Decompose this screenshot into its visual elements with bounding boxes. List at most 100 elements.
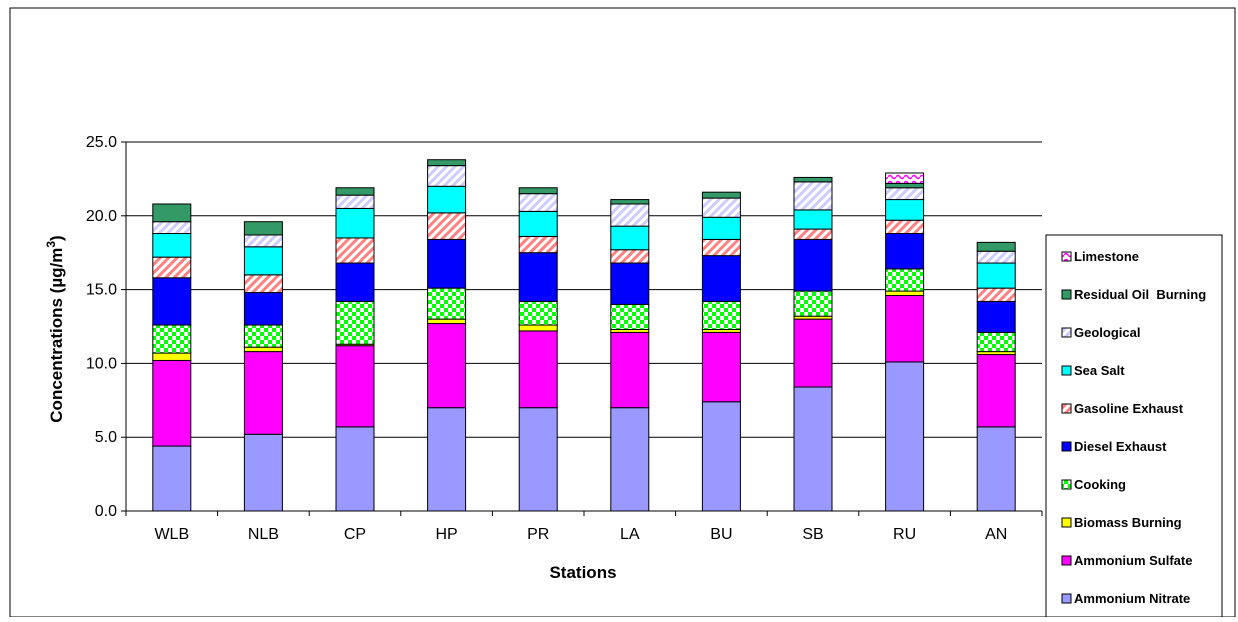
bar-segment: [427, 185, 467, 214]
x-tick-label: RU: [893, 526, 916, 543]
legend-label: Residual Oil Burning: [1074, 287, 1206, 302]
axes: 0.0 5.0 10.0 15.0 20.0 25.0 WLB NLB CP HP PR LA BU SB…: [86, 134, 1043, 543]
bar-segment: [793, 228, 833, 240]
bar-segment: [335, 262, 375, 302]
legend-swatch: [1061, 289, 1072, 300]
bars: [152, 159, 1016, 512]
bar-segment: [152, 203, 192, 223]
x-axis-title: Stations: [549, 563, 616, 582]
y-tick-label: 15.0: [86, 282, 117, 299]
bar-segment: [976, 331, 1016, 353]
bar-segment: [518, 210, 558, 237]
legend-label: Ammonium Nitrate: [1074, 591, 1190, 606]
bar-segment: [793, 238, 833, 292]
bar-segment: [976, 250, 1016, 264]
x-tick-label: HP: [435, 526, 457, 543]
bar-segment: [243, 221, 283, 236]
bar-segment: [885, 199, 925, 221]
bar-segment: [427, 165, 467, 187]
bar-segment: [518, 252, 558, 302]
bar-segment: [701, 238, 741, 257]
y-axis-title: Concentrations (µg/m3): [44, 235, 66, 422]
bar-segment: [701, 401, 741, 512]
legend-label: Diesel Exhaust: [1074, 439, 1167, 454]
bar-segment: [427, 287, 467, 320]
legend-swatch: [1061, 479, 1072, 490]
legend-label: Cooking: [1074, 477, 1126, 492]
bar-segment: [976, 426, 1016, 512]
bar-segment: [335, 426, 375, 512]
bar-segment: [518, 324, 558, 332]
x-tick-label: AN: [985, 526, 1007, 543]
bar-segment: [610, 249, 650, 264]
bar-segment: [885, 182, 925, 189]
x-tick-label: NLB: [248, 526, 279, 543]
bar-segment: [152, 221, 192, 235]
bar-segment: [976, 287, 1016, 302]
bar-segment: [335, 345, 375, 428]
x-tick-label: CP: [344, 526, 366, 543]
bar-segment: [243, 433, 283, 512]
bar-segment: [610, 203, 650, 227]
bar-segment: [610, 225, 650, 251]
bar-segment: [885, 290, 925, 297]
bar-segment: [793, 176, 833, 183]
legend-box: [1045, 234, 1223, 618]
bar-segment: [610, 331, 650, 409]
bar-segment: [335, 237, 375, 264]
bar-segment: [701, 300, 741, 330]
bar-segment: [793, 290, 833, 317]
y-tick-label: 5.0: [95, 429, 117, 446]
y-tick-label: 10.0: [86, 355, 117, 372]
bar-segment: [885, 233, 925, 270]
bar-segment: [243, 246, 283, 276]
bar-segment: [885, 187, 925, 201]
bar-segment: [152, 233, 192, 258]
bar-segment: [427, 212, 467, 240]
bar-segment: [518, 407, 558, 512]
y-tick-label: 25.0: [86, 134, 117, 151]
bar-segment: [885, 361, 925, 512]
bar-segment: [152, 277, 192, 326]
legend-swatch: [1061, 403, 1072, 414]
bar-segment: [610, 303, 650, 330]
bar-segment: [610, 199, 650, 205]
x-tick-label: PR: [527, 526, 549, 543]
legend-label: Gasoline Exhaust: [1074, 401, 1184, 416]
legend-label: Ammonium Sulfate: [1074, 553, 1192, 568]
legend-label: Sea Salt: [1074, 363, 1125, 378]
bar-segment: [243, 234, 283, 248]
bar-segment: [701, 255, 741, 302]
bar-segment: [793, 209, 833, 230]
legend-label: Biomass Burning: [1074, 515, 1182, 530]
bar-segment: [427, 159, 467, 167]
legend-swatch: [1061, 593, 1072, 604]
bar-segment: [793, 181, 833, 211]
legend-swatch: [1061, 555, 1072, 566]
bar-segment: [976, 262, 1016, 289]
bar-segment: [335, 194, 375, 209]
y-tick-label: 20.0: [86, 208, 117, 225]
bar-segment: [793, 386, 833, 512]
x-tick-label: BU: [710, 526, 732, 543]
x-tick-label: WLB: [154, 526, 189, 543]
bar-segment: [885, 172, 925, 184]
bar-segment: [243, 324, 283, 348]
bar-segment: [518, 330, 558, 409]
bar-segment: [976, 241, 1016, 252]
bar-segment: [885, 219, 925, 235]
bar-segment: [152, 324, 192, 354]
legend: Limestone Residual Oil Burning Geological S…: [1061, 249, 1206, 606]
bar-segment: [885, 295, 925, 363]
bar-segment: [152, 352, 192, 361]
bar-segment: [885, 268, 925, 292]
legend-label: Limestone: [1074, 249, 1139, 264]
bar-segment: [701, 191, 741, 199]
bar-segment: [152, 256, 192, 279]
bar-segment: [243, 346, 283, 353]
bar-segment: [427, 407, 467, 512]
bar-segment: [610, 262, 650, 305]
legend-label: Geological: [1074, 325, 1140, 340]
